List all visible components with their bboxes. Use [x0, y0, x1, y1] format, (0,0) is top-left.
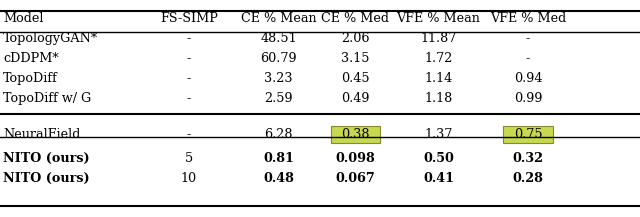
- Text: 2.59: 2.59: [264, 92, 292, 105]
- Text: TopoDiff: TopoDiff: [3, 72, 58, 85]
- Text: -: -: [526, 52, 530, 65]
- Text: 0.49: 0.49: [341, 92, 369, 105]
- Text: -: -: [187, 32, 191, 45]
- Text: 5: 5: [185, 152, 193, 165]
- Text: NITO (ours): NITO (ours): [3, 172, 90, 185]
- Text: TopoDiff w/ G: TopoDiff w/ G: [3, 92, 92, 105]
- Text: 0.32: 0.32: [513, 152, 543, 165]
- Text: 0.99: 0.99: [514, 92, 542, 105]
- Text: cDDPM*: cDDPM*: [3, 52, 59, 65]
- Text: 0.067: 0.067: [335, 172, 375, 185]
- Text: VFE % Mean: VFE % Mean: [396, 12, 481, 25]
- Text: 0.75: 0.75: [514, 128, 542, 141]
- Text: 0.098: 0.098: [335, 152, 375, 165]
- Text: 1.72: 1.72: [424, 52, 452, 65]
- Text: 60.79: 60.79: [260, 52, 297, 65]
- Text: 1.14: 1.14: [424, 72, 452, 85]
- FancyBboxPatch shape: [331, 126, 380, 143]
- Text: -: -: [187, 128, 191, 141]
- Text: NITO (ours): NITO (ours): [3, 152, 90, 165]
- Text: CE % Mean: CE % Mean: [241, 12, 316, 25]
- Text: 0.50: 0.50: [423, 152, 454, 165]
- Text: CE % Med: CE % Med: [321, 12, 389, 25]
- Text: 0.81: 0.81: [263, 152, 294, 165]
- FancyBboxPatch shape: [504, 126, 553, 143]
- Text: 1.37: 1.37: [424, 128, 452, 141]
- Text: 3.15: 3.15: [341, 52, 369, 65]
- Text: -: -: [187, 92, 191, 105]
- Text: 3.23: 3.23: [264, 72, 292, 85]
- Text: 0.48: 0.48: [263, 172, 294, 185]
- Text: 0.38: 0.38: [341, 128, 369, 141]
- Text: -: -: [187, 52, 191, 65]
- Text: 48.51: 48.51: [260, 32, 297, 45]
- Text: -: -: [526, 32, 530, 45]
- Text: 11.87: 11.87: [420, 32, 456, 45]
- Text: 10: 10: [180, 172, 197, 185]
- Text: VFE % Med: VFE % Med: [490, 12, 566, 25]
- Text: 6.28: 6.28: [264, 128, 292, 141]
- Text: -: -: [187, 72, 191, 85]
- Text: FS-SIMP: FS-SIMP: [160, 12, 218, 25]
- Text: 0.45: 0.45: [341, 72, 369, 85]
- Text: TopologyGAN*: TopologyGAN*: [3, 32, 99, 45]
- Text: Model: Model: [3, 12, 44, 25]
- Text: 0.41: 0.41: [423, 172, 454, 185]
- Text: 2.06: 2.06: [341, 32, 369, 45]
- Text: 0.28: 0.28: [513, 172, 543, 185]
- Text: 0.94: 0.94: [514, 72, 542, 85]
- Text: 1.18: 1.18: [424, 92, 452, 105]
- Text: NeuralField: NeuralField: [3, 128, 81, 141]
